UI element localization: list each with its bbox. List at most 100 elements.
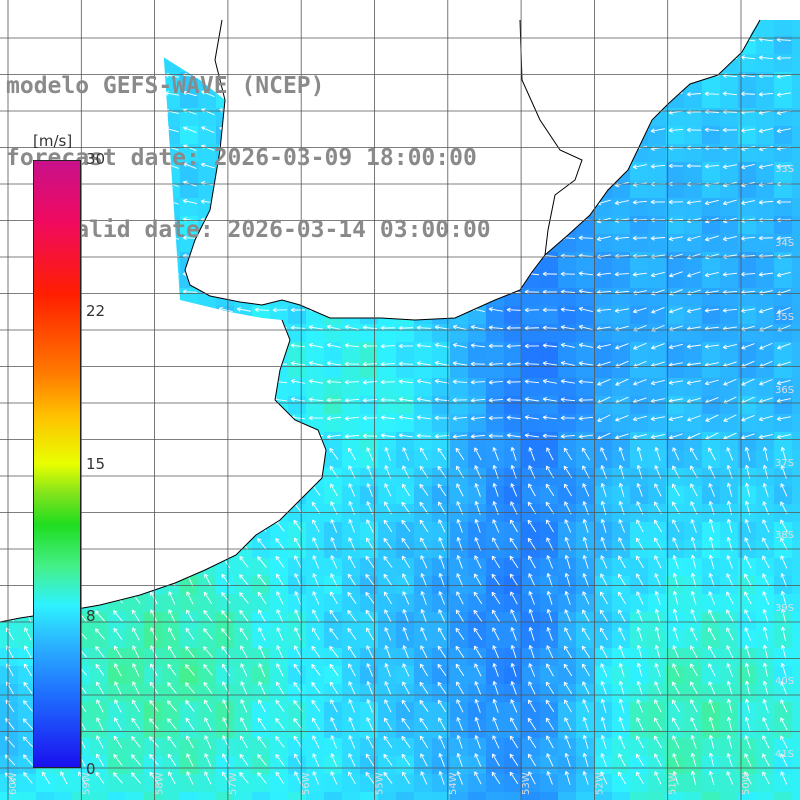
field-cell [306,342,325,361]
field-cell [612,792,631,800]
field-cell [702,252,721,271]
field-cell [720,414,739,433]
field-cell [360,432,379,451]
field-cell [756,324,775,343]
field-cell [360,324,379,343]
field-cell [396,324,415,343]
field-cell [540,270,559,289]
field-cell [594,288,613,307]
lon-label: 54W [448,772,459,795]
field-cell [504,396,523,415]
lat-label: 37S [775,458,794,469]
field-cell [324,792,343,800]
field-cell [792,702,800,721]
field-cell [414,396,433,415]
field-cell [684,270,703,289]
field-cell [360,378,379,397]
field-cell [198,792,217,800]
field-cell [198,126,217,145]
field-cell [756,90,775,109]
field-cell [522,414,541,433]
field-cell [468,432,487,451]
field-cell [504,432,523,451]
field-cell [180,108,199,127]
field-cell [594,414,613,433]
field-cell [306,396,325,415]
field-cell [180,126,199,145]
field-cell [324,414,343,433]
field-cell [684,180,703,199]
field-cell [756,360,775,379]
lon-label: 52W [594,772,605,795]
field-cell [342,360,361,379]
field-cell [576,252,595,271]
field-cell [540,414,559,433]
field-cell [612,378,631,397]
field-cell [576,324,595,343]
field-cell [198,90,217,109]
field-cell [792,558,800,577]
field-cell [504,342,523,361]
field-cell [666,144,685,163]
field-cell [720,432,739,451]
field-cell [612,432,631,451]
field-cell [666,288,685,307]
field-cell [486,378,505,397]
field-cell [792,396,800,415]
field-cell [540,378,559,397]
field-cell [666,306,685,325]
field-cell [612,252,631,271]
field-cell [252,792,271,800]
field-cell [774,198,793,217]
field-cell [630,324,649,343]
field-cell [648,180,667,199]
field-cell [756,234,775,253]
field-cell [324,378,343,397]
field-cell [612,360,631,379]
field-cell [756,198,775,217]
field-cell [648,324,667,343]
field-cell [306,324,325,343]
field-cell [792,108,800,127]
field-cell [540,396,559,415]
field-cell [630,306,649,325]
lat-label: 41S [775,749,794,760]
field-cell [702,432,721,451]
field-cell [558,342,577,361]
colorbar-unit: [m/s] [33,132,73,150]
field-cell [666,252,685,271]
field-cell [792,216,800,235]
lat-label: 40S [775,676,794,687]
field-cell [792,126,800,145]
field-cell [666,324,685,343]
field-cell [378,342,397,361]
field-cell [792,54,800,73]
field-cell [774,180,793,199]
field-cell [684,162,703,181]
field-cell [648,198,667,217]
field-cell [792,720,800,739]
field-cell [558,252,577,271]
field-cell [792,414,800,433]
field-cell [666,180,685,199]
field-cell [414,324,433,343]
field-cell [594,306,613,325]
field-cell [522,288,541,307]
field-cell [522,324,541,343]
field-cell [414,432,433,451]
field-cell [630,198,649,217]
field-cell [756,216,775,235]
field-cell [648,216,667,235]
field-cell [720,378,739,397]
field-cell [450,396,469,415]
field-cell [324,360,343,379]
field-cell [684,792,703,800]
field-cell [558,792,577,800]
field-cell [792,648,800,667]
field-cell [612,288,631,307]
field-cell [450,414,469,433]
field-cell [396,432,415,451]
colorbar-tick-0: 0 [86,760,96,778]
field-cell [288,360,307,379]
